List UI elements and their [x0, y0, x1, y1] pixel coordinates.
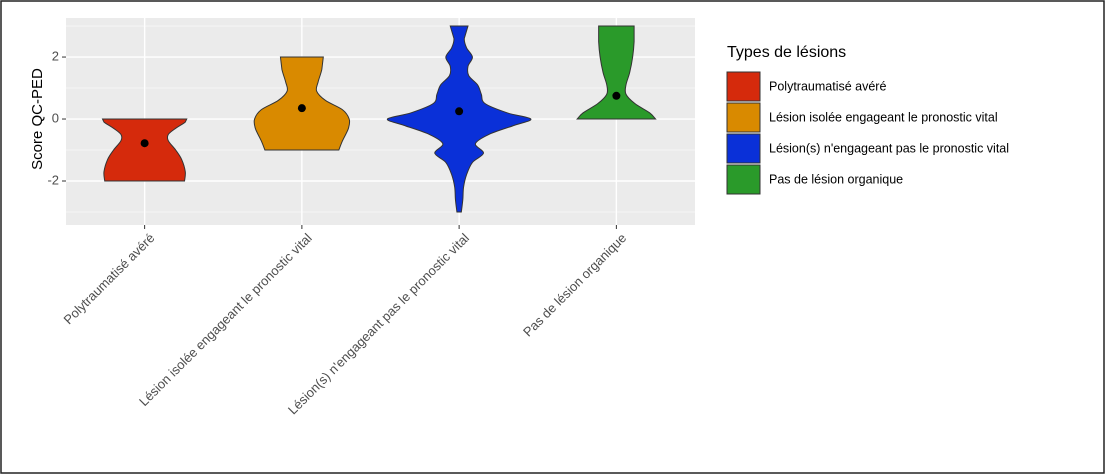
violin	[101, 118, 188, 182]
legend-text: Polytraumatisé avéré	[769, 79, 886, 93]
y-tick-label: 2	[52, 48, 59, 63]
legend-key	[726, 102, 761, 133]
mean-point	[297, 104, 306, 113]
mean-point	[140, 139, 149, 148]
y-tick-label: -2	[47, 172, 59, 187]
legend-title: Types de lésions	[727, 44, 846, 61]
legend-text: Pas de lésion organique	[769, 172, 903, 186]
violin	[576, 25, 657, 120]
legend-key	[726, 133, 761, 164]
y-tick-label: 0	[52, 110, 59, 125]
legend-key	[726, 71, 761, 102]
mean-point	[455, 107, 464, 116]
legend-key	[726, 164, 761, 195]
violin	[253, 56, 351, 151]
y-axis-title: Score QC-PED	[29, 68, 46, 170]
legend-text: Lésion(s) n'engageant pas le pronostic v…	[769, 141, 1009, 155]
violin	[386, 25, 532, 213]
legend-text: Lésion isolée engageant le pronostic vit…	[769, 110, 998, 124]
mean-point	[612, 91, 621, 100]
